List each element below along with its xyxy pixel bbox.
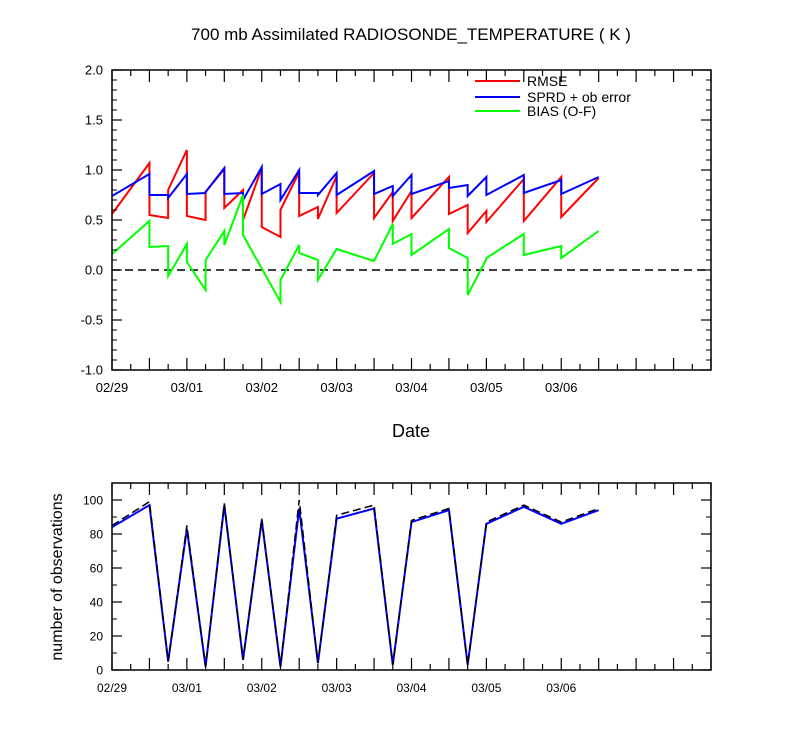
top-y-tick-label: 0.0 — [85, 263, 103, 278]
bottom-y-tick-labels: 0 20 40 60 80 100 — [83, 494, 103, 678]
top-y-tick-label: 0.5 — [85, 213, 103, 228]
top-x-tick-label: 03/04 — [395, 380, 428, 395]
top-series-layer — [111, 149, 711, 306]
top-axis-ticks — [111, 69, 712, 371]
bottom-axis-ticks — [111, 482, 712, 671]
top-y-tick-label: 2.0 — [85, 63, 103, 78]
top-x-tick-label: 03/01 — [171, 380, 204, 395]
bottom-y-tick-label: 40 — [90, 596, 104, 610]
top-series-rmse — [111, 149, 600, 239]
bottom-y-axis-label: number of observations — [49, 493, 66, 660]
top-x-tick-label: 03/05 — [470, 380, 503, 395]
bottom-x-tick-label: 03/02 — [247, 681, 277, 695]
bottom-y-tick-label: 0 — [96, 664, 103, 678]
top-series-bias-o-f — [111, 194, 600, 306]
legend-label-bias: BIAS (O-F) — [527, 103, 596, 119]
legend: RMSE SPRD + ob error BIAS (O-F) — [475, 73, 631, 119]
bottom-x-tick-label: 03/06 — [546, 681, 576, 695]
bottom-x-tick-label: 03/05 — [471, 681, 501, 695]
top-series-sprd-ob-error — [111, 163, 600, 204]
legend-label-sprd: SPRD + ob error — [527, 89, 631, 105]
top-chart-title: 700 mb Assimilated RADIOSONDE_TEMPERATUR… — [191, 25, 631, 44]
bottom-x-tick-label: 02/29 — [97, 681, 127, 695]
bottom-series-total — [111, 499, 599, 667]
bottom-y-tick-label: 60 — [90, 562, 104, 576]
top-x-axis-label: Date — [392, 421, 430, 441]
legend-label-rmse: RMSE — [527, 73, 567, 89]
top-y-tick-label: -1.0 — [81, 363, 103, 378]
top-y-tick-label: 1.5 — [85, 113, 103, 128]
bottom-y-tick-label: 20 — [90, 630, 104, 644]
bottom-y-tick-label: 100 — [83, 494, 103, 508]
bottom-y-tick-label: 80 — [90, 528, 104, 542]
top-y-tick-labels: -1.0 -0.5 0.0 0.5 1.0 1.5 2.0 — [81, 63, 103, 378]
bottom-series-layer — [111, 499, 600, 667]
top-x-tick-label: 03/02 — [245, 380, 278, 395]
top-x-tick-labels: 02/29 03/01 03/02 03/03 03/04 03/05 03/06 — [96, 380, 578, 395]
bottom-x-tick-label: 03/04 — [396, 681, 426, 695]
top-y-tick-label: -0.5 — [81, 313, 103, 328]
top-x-tick-label: 02/29 — [96, 380, 129, 395]
bottom-x-tick-label: 03/01 — [172, 681, 202, 695]
bottom-x-tick-label: 03/03 — [322, 681, 352, 695]
top-x-tick-label: 03/03 — [320, 380, 353, 395]
top-y-tick-label: 1.0 — [85, 163, 103, 178]
top-x-tick-label: 03/06 — [545, 380, 578, 395]
bottom-x-tick-labels: 02/29 03/01 03/02 03/03 03/04 03/05 03/06 — [97, 681, 577, 695]
